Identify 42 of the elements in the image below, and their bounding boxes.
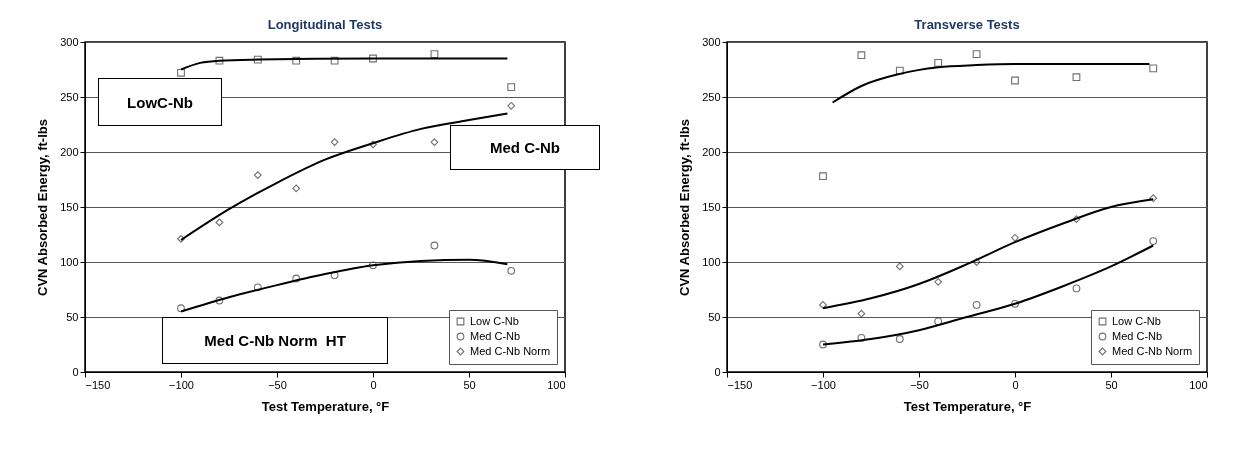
x-tick-label: 0	[1012, 378, 1019, 391]
label-box: Med C-Nb	[450, 125, 600, 170]
x-tick-label: 100	[547, 378, 566, 391]
y-tick-label: 0	[714, 365, 721, 378]
y-tick-label: 100	[60, 255, 79, 268]
y-tick-label: 300	[60, 35, 79, 48]
legend-label: Low C-Nb	[1112, 314, 1161, 327]
y-tick-label: 200	[60, 145, 79, 158]
legend-label: Med C-Nb Norm	[470, 344, 551, 357]
line-series	[180, 258, 509, 313]
y-tick-label: 300	[702, 35, 721, 48]
chart-title: Transverse Tests	[914, 17, 1020, 32]
x-tick-label: 0	[370, 378, 377, 391]
x-tick-label: 100	[1189, 378, 1208, 391]
x-axis-title: Test Temperature, °F	[903, 398, 1032, 414]
label-box: LowC-Nb	[98, 78, 222, 126]
legend-label: Med C-Nb	[470, 329, 521, 342]
y-tick-label: 50	[66, 310, 79, 323]
y-axis-title: CVN Absorbed Energy, ft-lbs	[677, 119, 693, 296]
x-tick-label: −50	[268, 378, 287, 391]
y-tick-label: 250	[60, 90, 79, 103]
chart-title: Longitudinal Tests	[267, 17, 383, 32]
label-box: Med C-Nb Norm HT	[162, 317, 388, 364]
y-axis-title: CVN Absorbed Energy, ft-lbs	[35, 119, 51, 296]
x-tick-label: −50	[910, 378, 929, 391]
y-tick-label: 250	[702, 90, 721, 103]
x-tick-label: −150	[727, 378, 753, 391]
x-tick-label: −100	[169, 378, 194, 391]
x-axis-title: Test Temperature, °F	[261, 398, 390, 414]
y-tick-label: 100	[702, 255, 721, 268]
legend-label: Med C-Nb	[1112, 329, 1163, 342]
x-tick-label: −100	[811, 378, 836, 391]
legend-label: Low C-Nb	[470, 314, 519, 327]
y-tick-label: 0	[72, 365, 79, 378]
x-tick-label: −150	[85, 378, 111, 391]
y-tick-label: 150	[60, 200, 79, 213]
y-tick-label: 200	[702, 145, 721, 158]
y-tick-label: 150	[702, 200, 721, 213]
y-tick-label: 50	[708, 310, 721, 323]
x-tick-label: 50	[1105, 378, 1118, 391]
legend-label: Med C-Nb Norm	[1112, 344, 1193, 357]
x-tick-label: 50	[463, 378, 476, 391]
